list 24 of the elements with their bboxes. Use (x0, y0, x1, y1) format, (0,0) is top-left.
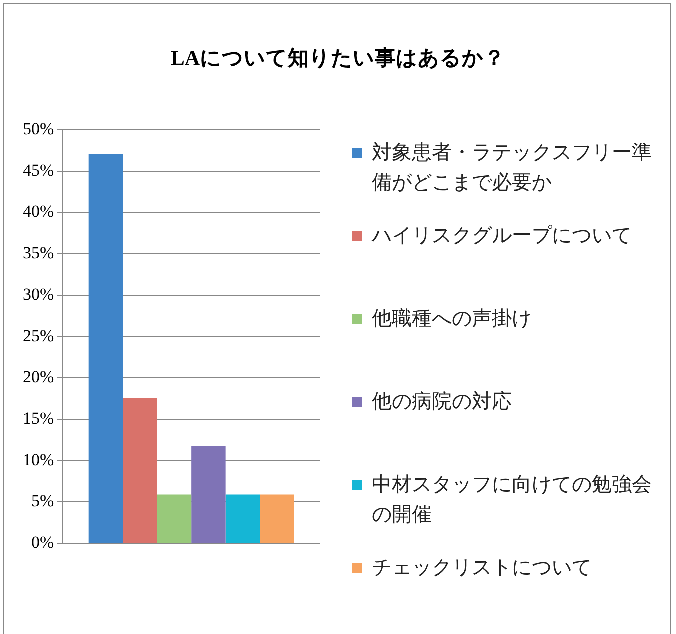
y-tick-label: 15% (22, 408, 54, 428)
y-tick-label: 45% (22, 160, 54, 180)
legend-label: 他の病院の対応 (372, 390, 512, 415)
chart-title: LAについて知りたい事はあるか？ (170, 45, 506, 72)
bar (260, 494, 294, 544)
y-tick-label: 25% (22, 326, 54, 346)
bar (192, 446, 226, 544)
bar (88, 154, 124, 544)
bar (123, 398, 158, 544)
bar (226, 494, 260, 544)
y-tick-label: 0% (31, 533, 54, 552)
legend-label: 他職種への声掛け (372, 307, 532, 332)
y-tick-label: 10% (22, 450, 54, 470)
legend-label: 対象患者・ラテックスフリー準備がどこまで必要か (372, 141, 652, 196)
y-tick-label: 30% (22, 284, 54, 304)
y-tick-label: 40% (22, 202, 54, 222)
legend-label: チェックリストについて (372, 556, 592, 581)
bar (157, 494, 192, 544)
y-tick-label: 35% (22, 244, 54, 263)
y-tick-label: 20% (22, 368, 54, 387)
y-tick-label: 50% (22, 119, 54, 138)
legend-label: 中材スタッフに向けての勉強会の開催 (372, 473, 652, 528)
legend-label: ハイリスクグループについて (372, 224, 632, 249)
y-tick-label: 5% (31, 492, 54, 511)
